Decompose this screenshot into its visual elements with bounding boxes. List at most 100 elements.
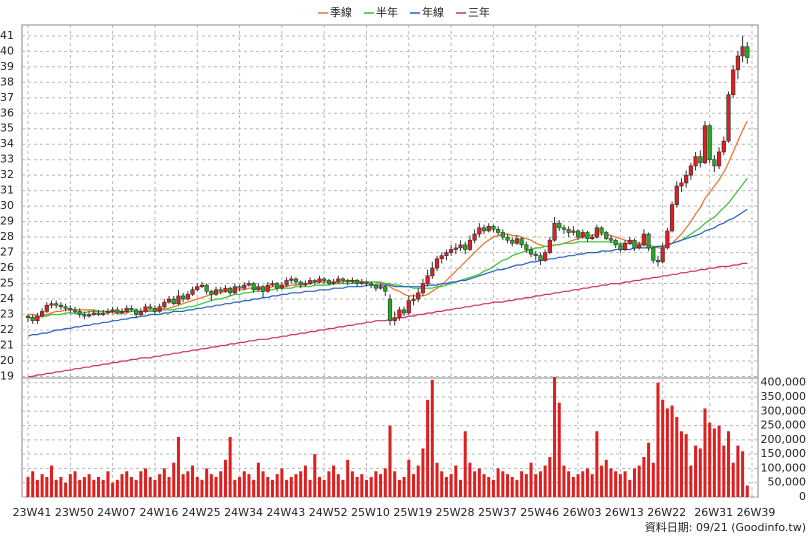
volume-bar [54, 479, 58, 497]
candle-body [218, 289, 223, 292]
candle-body [289, 278, 294, 281]
candle-body [119, 311, 125, 314]
candle-body [195, 286, 200, 291]
volume-bar [256, 462, 260, 497]
volume-bar [379, 474, 383, 497]
volume-bar [59, 477, 63, 497]
volume-bar [397, 479, 401, 497]
candle-body [745, 46, 750, 58]
candle-body [82, 314, 87, 317]
candle-body [590, 236, 595, 239]
volume-bar [459, 479, 463, 497]
candle-body [204, 284, 209, 292]
y-tick-label: 31 [0, 184, 14, 197]
volume-bar [322, 479, 326, 497]
candle-body [430, 267, 435, 277]
candle-body [547, 239, 552, 253]
candle-body [326, 280, 331, 284]
candle-body [561, 227, 567, 230]
candle-body [30, 317, 35, 322]
volume-bar [374, 471, 378, 497]
volume-bar [416, 465, 420, 497]
volume-bar [294, 474, 298, 497]
candle-body [444, 252, 449, 256]
candle-body [331, 281, 336, 284]
volume-bar [684, 434, 688, 497]
y2-tick-label: 400,000 [761, 376, 807, 389]
candle-body [148, 306, 153, 309]
candle-body [157, 306, 162, 312]
y-tick-label: 27 [0, 246, 14, 259]
candle-body [735, 55, 740, 71]
volume-bar [106, 471, 110, 497]
volume-bar [346, 459, 350, 497]
candle-body [585, 232, 590, 239]
candle-body [655, 260, 661, 263]
candle-body [40, 311, 45, 317]
volume-bar [538, 471, 542, 497]
volume-bar [209, 474, 213, 497]
volume-bar [698, 448, 702, 497]
candle-body [575, 230, 581, 238]
volume-bar [454, 465, 458, 497]
volume-bar [82, 477, 86, 497]
x-tick-label: 26W31 [694, 506, 733, 519]
candle-body [528, 249, 534, 255]
candle-body [402, 309, 407, 314]
volume-bar [40, 474, 44, 497]
candle-body [721, 140, 726, 153]
volume-bar [341, 479, 345, 497]
volume-bar [275, 474, 279, 497]
volume-bar [515, 479, 519, 497]
y-tick-label: 28 [0, 230, 14, 243]
volume-bar [388, 425, 392, 497]
candle-body [543, 252, 548, 261]
volume-bar [68, 474, 72, 497]
candle-body [392, 317, 397, 322]
volume-bar [139, 471, 143, 497]
volume-bar [332, 465, 336, 497]
candle-body [185, 294, 190, 300]
candle-body [49, 303, 54, 306]
volume-bar [520, 471, 524, 497]
volume-bar [468, 462, 472, 497]
x-tick-label: 25W46 [520, 506, 559, 519]
candle-body [514, 238, 520, 244]
volume-bar [176, 437, 180, 497]
volume-bar [219, 471, 223, 497]
candle-body [416, 292, 421, 300]
candle-body [524, 244, 529, 250]
candle-body [101, 312, 106, 315]
volume-bar [111, 482, 115, 497]
volume-bar [412, 474, 416, 497]
candle-body [491, 225, 496, 230]
volume-bar [623, 471, 627, 497]
volume-bar [205, 468, 209, 497]
volume-bar [350, 471, 354, 497]
candle-body [105, 311, 111, 314]
volume-bar [534, 474, 538, 497]
volume-bar [289, 477, 293, 497]
volume-bar [562, 465, 566, 497]
candle-body [467, 239, 473, 250]
volume-bar [491, 479, 495, 497]
candle-body [486, 225, 491, 232]
y-tick-label: 39 [0, 60, 14, 73]
volume-bar [717, 425, 721, 497]
volume-bar [477, 468, 481, 497]
volume-bar [614, 471, 618, 497]
volume-bar [736, 445, 740, 497]
candle-body [580, 232, 585, 238]
candle-body [256, 286, 261, 291]
candle-body [740, 46, 745, 57]
volume-bar [308, 479, 312, 497]
volume-bar [383, 468, 387, 497]
x-tick-label: 24W52 [309, 506, 348, 519]
candle-body [354, 280, 360, 284]
volume-bar [604, 459, 608, 497]
volume-bar [125, 471, 129, 497]
candle-body [35, 315, 40, 322]
volume-bar [364, 479, 368, 497]
volume-bar [223, 459, 227, 497]
volume-bar [473, 471, 477, 497]
